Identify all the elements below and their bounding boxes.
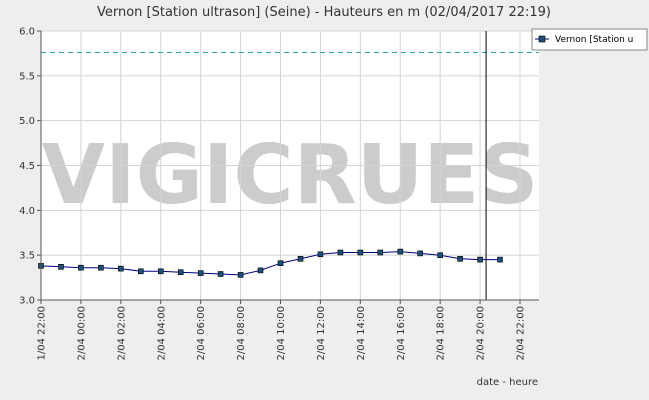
data-point bbox=[217, 271, 224, 277]
data-point bbox=[337, 249, 344, 256]
data-point bbox=[477, 256, 483, 263]
data-point bbox=[257, 267, 264, 274]
legend: Vernon [Station u bbox=[531, 28, 648, 51]
data-point bbox=[138, 268, 144, 275]
data-point bbox=[197, 270, 204, 276]
y-tick-label: 4.0 bbox=[19, 206, 35, 217]
data-point bbox=[98, 264, 104, 271]
x-tick-label: 2/04 00:00 bbox=[76, 306, 87, 360]
data-point bbox=[497, 256, 503, 263]
legend-marker bbox=[538, 35, 546, 43]
y-tick-label: 5.5 bbox=[19, 71, 35, 82]
y-tick-label: 6.0 bbox=[19, 27, 35, 38]
x-tick-label: 2/04 02:00 bbox=[116, 306, 127, 360]
y-tick-label: 4.5 bbox=[19, 161, 35, 172]
watermark-text: VIGICRUES bbox=[42, 128, 539, 223]
data-point bbox=[297, 255, 304, 262]
legend-label: Vernon [Station u bbox=[555, 35, 633, 45]
x-tick-labels: 1/04 22:00 2/04 00:00 2/04 02:00 2/04 04:00… bbox=[37, 306, 527, 360]
series-group bbox=[38, 248, 503, 278]
y-tick-labels: 3.0 3.5 4.0 4.5 5.0 5.5 6.0 bbox=[19, 27, 35, 307]
y-tick-label: 5.0 bbox=[19, 116, 35, 127]
data-point bbox=[457, 255, 463, 262]
data-point bbox=[237, 272, 244, 278]
x-tick-label: 2/04 12:00 bbox=[316, 306, 327, 360]
x-tick-label: 1/04 22:00 bbox=[37, 306, 48, 360]
x-tick-label: 2/04 06:00 bbox=[196, 306, 207, 360]
data-point bbox=[277, 260, 284, 267]
x-axis-label: date - heure bbox=[477, 377, 538, 388]
data-point bbox=[377, 249, 384, 256]
data-point bbox=[397, 248, 404, 255]
data-point bbox=[58, 263, 64, 270]
x-tick-label: 2/04 14:00 bbox=[356, 306, 367, 360]
chart-title: Vernon [Station ultrason] (Seine) - Haut… bbox=[97, 5, 551, 20]
legend-box bbox=[531, 28, 648, 51]
data-point bbox=[78, 264, 84, 271]
vigicrues-watermark: VIGICRUES bbox=[42, 128, 539, 223]
data-point bbox=[118, 265, 124, 272]
x-tick-label: 2/04 18:00 bbox=[436, 306, 447, 360]
data-point bbox=[177, 269, 184, 276]
data-point bbox=[417, 250, 424, 257]
data-point bbox=[357, 249, 364, 256]
x-tick-label: 2/04 08:00 bbox=[236, 306, 247, 360]
data-point bbox=[317, 251, 324, 258]
x-tick-label: 2/04 10:00 bbox=[276, 306, 287, 360]
y-tick-label: 3.5 bbox=[19, 251, 35, 262]
x-tick-label: 2/04 20:00 bbox=[476, 306, 487, 360]
axes bbox=[37, 30, 539, 304]
data-point bbox=[437, 252, 444, 258]
x-tick-label: 2/04 04:00 bbox=[156, 306, 167, 360]
data-point bbox=[158, 268, 164, 275]
series-line bbox=[40, 251, 500, 276]
x-tick-label: 2/04 22:00 bbox=[516, 306, 527, 360]
y-tick-label: 3.0 bbox=[19, 296, 35, 307]
x-tick-label: 2/04 16:00 bbox=[396, 306, 407, 360]
